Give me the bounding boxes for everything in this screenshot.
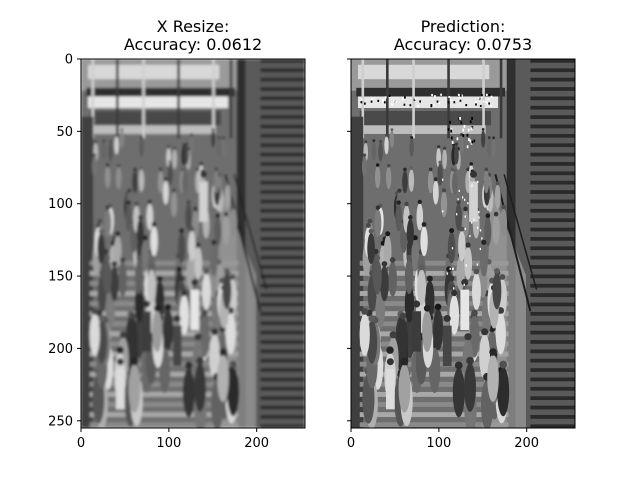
x-tick-label: 0 <box>347 436 355 451</box>
right-image <box>351 59 575 428</box>
right-ticks: 0 100 200 <box>347 58 539 451</box>
x-tick-label: 0 <box>77 436 85 451</box>
right-axes-frame <box>350 58 576 429</box>
left-panel: X Resize: Accuracy: 0.0612 0 100 200 0 50 100… <box>48 17 306 452</box>
left-title-line1: X Resize: <box>157 17 230 36</box>
right-title-line1: Prediction: <box>421 17 506 36</box>
x-tick-label: 200 <box>514 436 539 451</box>
right-panel: Prediction: Accuracy: 0.0753 0 100 200 <box>347 17 576 451</box>
y-tick-label: 150 <box>48 270 73 285</box>
right-title-line2: Accuracy: 0.0753 <box>394 35 532 54</box>
x-tick-label: 200 <box>244 436 269 451</box>
x-tick-label: 100 <box>156 436 181 451</box>
y-tick-label: 200 <box>48 342 73 357</box>
y-tick-label: 250 <box>48 414 73 429</box>
x-tick-label: 100 <box>426 436 451 451</box>
left-title-line2: Accuracy: 0.0612 <box>124 35 262 54</box>
left-image <box>81 59 305 428</box>
y-tick-label: 0 <box>65 53 73 68</box>
left-axes-frame <box>80 58 306 429</box>
left-ticks: 0 100 200 0 50 100 150 200 250 <box>48 53 269 452</box>
y-tick-label: 100 <box>48 197 73 212</box>
y-tick-label: 50 <box>56 125 73 140</box>
